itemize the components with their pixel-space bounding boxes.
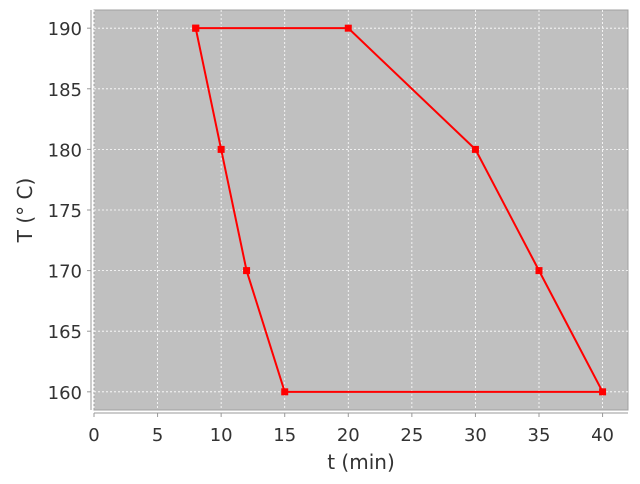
y-tick-label: 165 xyxy=(48,322,82,343)
y-tick-label: 180 xyxy=(48,140,82,161)
x-tick-label: 0 xyxy=(88,425,99,446)
y-tick-label: 190 xyxy=(48,19,82,40)
x-tick-label: 5 xyxy=(152,425,163,446)
data-point xyxy=(281,388,289,396)
data-point xyxy=(243,267,251,275)
x-tick-label: 25 xyxy=(400,425,423,446)
axes: 0 5 10 15 20 25 30 35 40 160 165 170 175 180 185 190 xyxy=(48,10,628,446)
y-tick-label: 160 xyxy=(48,383,82,404)
data-point xyxy=(471,145,479,153)
y-tick-label: 170 xyxy=(48,262,82,283)
x-tick-label: 30 xyxy=(464,425,487,446)
x-axis-label: t (min) xyxy=(327,450,395,474)
y-tick-label: 175 xyxy=(48,201,82,222)
grid xyxy=(93,10,628,410)
data-point xyxy=(192,24,200,32)
y-axis-label: T (° C) xyxy=(13,178,37,244)
data-point xyxy=(599,388,607,396)
data-point xyxy=(535,267,543,275)
x-tick-label: 10 xyxy=(210,425,233,446)
data-point xyxy=(344,24,352,32)
x-tick-label: 15 xyxy=(273,425,296,446)
series xyxy=(192,24,607,396)
x-tick-label: 40 xyxy=(591,425,614,446)
data-point xyxy=(217,145,225,153)
x-tick-label: 35 xyxy=(528,425,551,446)
y-tick-label: 185 xyxy=(48,80,82,101)
x-tick-label: 20 xyxy=(337,425,360,446)
